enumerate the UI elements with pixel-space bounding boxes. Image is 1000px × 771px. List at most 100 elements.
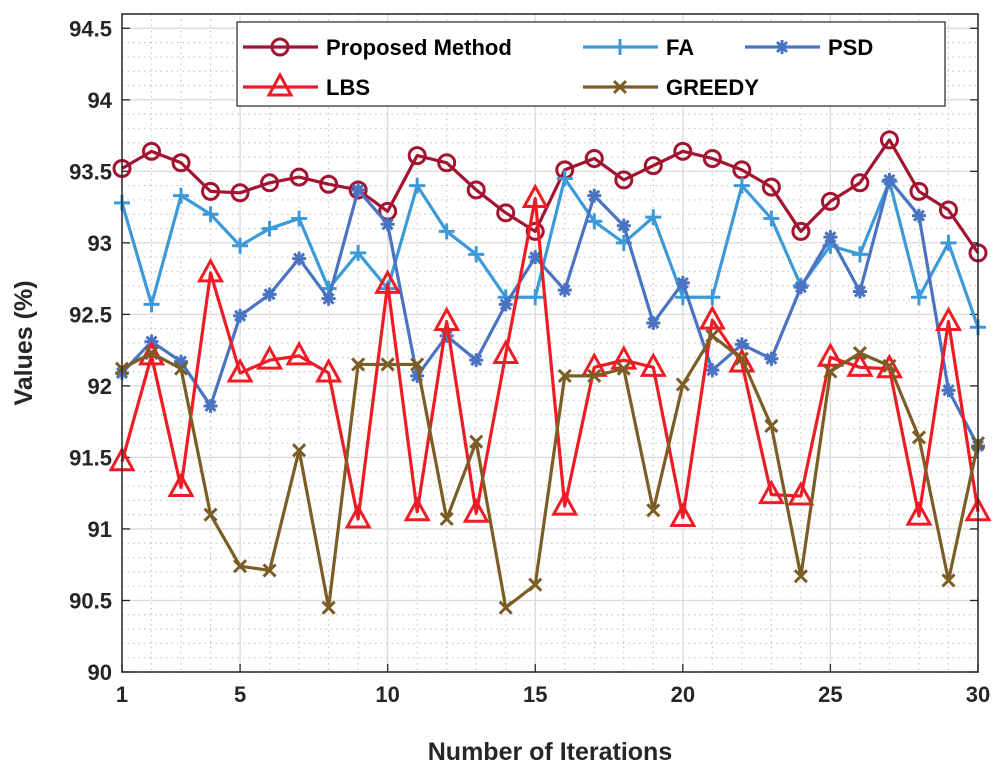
y-tick-label: 90 [88, 660, 112, 685]
marker-triangle [728, 347, 756, 373]
marker-triangle [846, 352, 874, 377]
marker-x [439, 511, 454, 527]
y-tick-label: 93 [88, 231, 112, 256]
marker-x [292, 443, 307, 458]
legend-label: FA [666, 35, 694, 60]
x-tick-label: 30 [966, 682, 990, 707]
marker-x [557, 368, 572, 383]
marker-triangle [757, 479, 785, 505]
legend-label: Proposed Method [326, 35, 512, 60]
marker-plus [468, 246, 485, 263]
marker-asterisk [823, 230, 838, 245]
marker-circle [643, 156, 663, 176]
marker-x [882, 358, 897, 373]
marker-triangle [905, 500, 933, 526]
marker-plus [438, 223, 455, 240]
legend-label: LBS [326, 75, 370, 100]
marker-triangle [639, 352, 667, 377]
marker-x [351, 357, 366, 372]
marker-x [675, 377, 690, 392]
marker-triangle [875, 353, 903, 379]
series-lbs [108, 183, 992, 529]
marker-asterisk [262, 287, 277, 302]
plot-frame [121, 13, 979, 673]
marker-x [616, 361, 631, 376]
marker-circle [407, 146, 427, 166]
marker-x [469, 434, 484, 449]
series-group [108, 130, 992, 615]
marker-triangle [551, 490, 579, 516]
legend: Proposed Method FA PSD LBS GREEDY [236, 21, 946, 107]
marker-asterisk [233, 308, 248, 323]
y-tick-label: 92 [88, 374, 112, 399]
marker-triangle [816, 342, 844, 367]
marker-x [173, 361, 189, 376]
marker-plus [940, 234, 957, 251]
marker-asterisk [439, 328, 454, 343]
marker-asterisk [528, 250, 543, 265]
marker-plus [409, 177, 426, 194]
marker-plus [704, 289, 721, 306]
marker-x [941, 573, 956, 588]
marker-plus [733, 177, 750, 194]
marker-triangle [137, 340, 166, 366]
marker-x [705, 328, 720, 343]
marker-x [646, 503, 661, 518]
marker-asterisk [793, 280, 808, 295]
legend-entry: FA [583, 35, 694, 60]
marker-x [612, 79, 628, 95]
marker-circle [614, 170, 634, 190]
series-line [120, 196, 980, 521]
marker-circle [171, 153, 191, 173]
legend-entry: PSD [745, 35, 873, 60]
marker-asterisk [852, 284, 867, 299]
marker-triangle [197, 257, 225, 283]
marker-plus [851, 246, 868, 263]
marker-circle [673, 141, 693, 161]
marker-asterisk [587, 188, 602, 203]
marker-x [734, 351, 749, 366]
marker-x [262, 563, 277, 578]
marker-triangle [433, 306, 461, 332]
marker-x [321, 600, 336, 615]
marker-plus [527, 289, 544, 306]
marker-asterisk [410, 368, 425, 383]
marker-plus [586, 213, 603, 230]
marker-circle [791, 221, 811, 241]
series-greedy [114, 328, 986, 615]
marker-asterisk [646, 315, 661, 330]
marker-circle [584, 148, 604, 168]
marker-circle [909, 181, 929, 201]
x-tick-label: 10 [375, 682, 399, 707]
legend-label: PSD [828, 35, 873, 60]
marker-x [764, 418, 779, 434]
marker-circle [938, 200, 958, 220]
marker-circle [201, 181, 221, 201]
marker-x [498, 600, 513, 615]
marker-triangle [403, 496, 431, 522]
marker-triangle [462, 498, 490, 523]
marker-circle [761, 177, 781, 197]
marker-triangle [492, 339, 520, 364]
marker-plus [291, 210, 308, 227]
legend-entry: LBS [243, 71, 370, 100]
marker-plus [202, 206, 219, 223]
marker-triangle [315, 357, 343, 383]
marker-asterisk [882, 172, 897, 187]
marker-circle [289, 167, 309, 187]
marker-circle [437, 153, 457, 173]
y-tick-label: 94 [88, 88, 113, 113]
y-tick-label: 93.5 [69, 159, 112, 184]
marker-plus [261, 220, 278, 237]
marker-plus [173, 187, 190, 204]
y-tick-label: 92.5 [69, 302, 112, 327]
legend-box [236, 21, 946, 107]
marker-circle [702, 148, 722, 168]
series-psd [115, 172, 985, 453]
marker-asterisk [911, 208, 926, 223]
marker-plus [763, 210, 780, 227]
marker-asterisk [764, 351, 779, 366]
marker-x [587, 368, 602, 383]
marker-x [233, 559, 248, 574]
